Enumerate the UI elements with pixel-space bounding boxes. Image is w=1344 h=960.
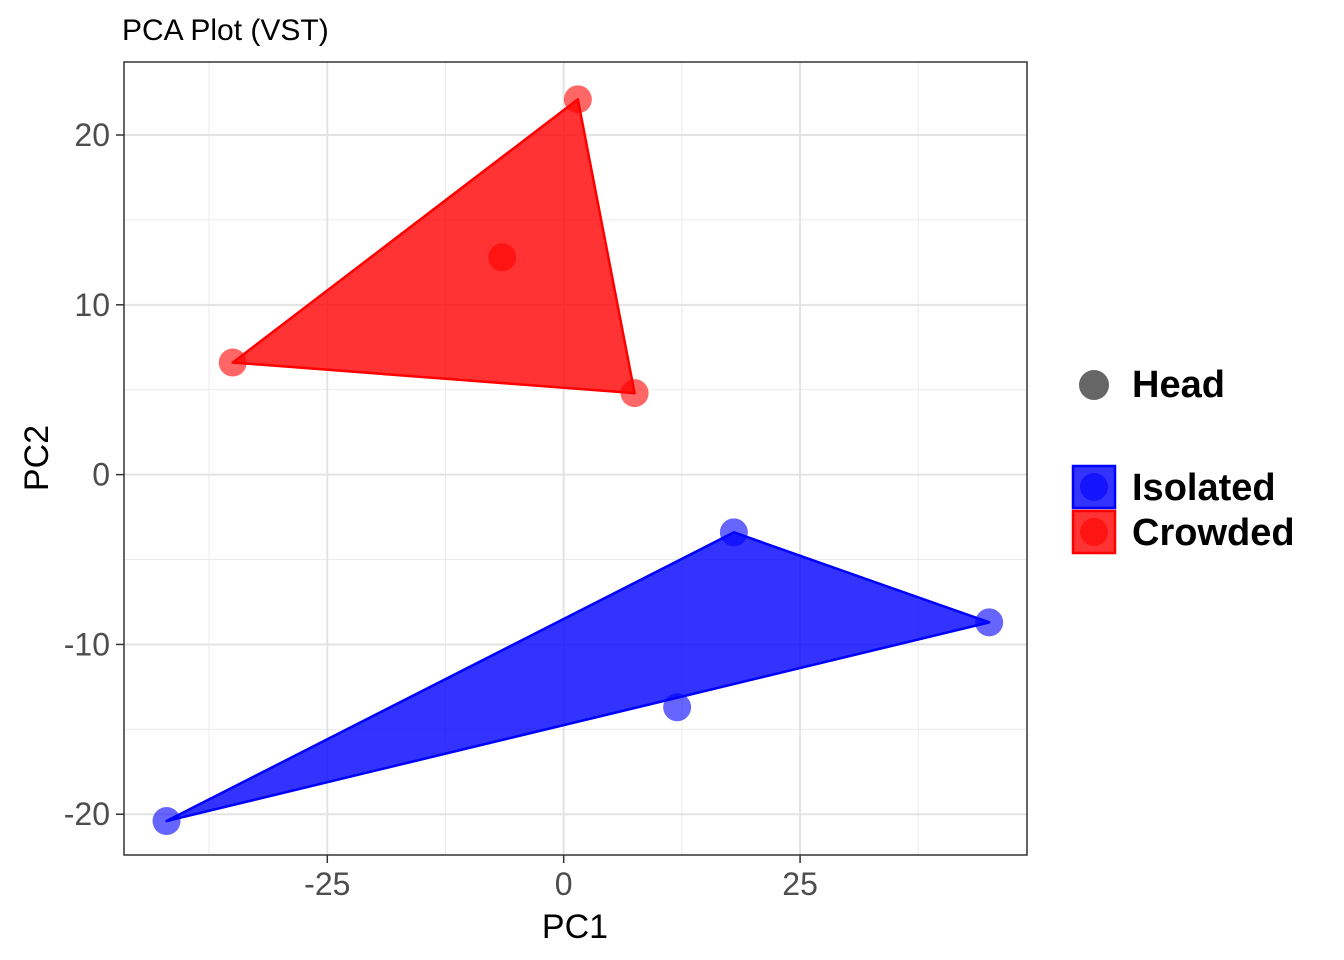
hull-isolated: [165, 531, 991, 823]
x-tick-label: 25: [782, 866, 818, 902]
x-tick-label: 0: [555, 866, 573, 902]
chart-title: PCA Plot (VST): [122, 14, 329, 47]
legend-shape-label: Head: [1132, 364, 1225, 406]
x-axis-label: PC1: [542, 908, 608, 946]
group-hulls: [165, 98, 991, 823]
legend-shape-key: [1079, 370, 1109, 400]
hull-crowded: [231, 98, 636, 395]
legend-point-isolated: [1080, 473, 1108, 501]
point-isolated: [719, 518, 748, 547]
point-crowded: [620, 379, 649, 408]
y-axis-ticks: -20 -10 0 10 20: [64, 117, 124, 832]
x-axis-ticks: -25 0 25: [304, 855, 818, 902]
legend-shape: Head: [1079, 364, 1225, 406]
point-crowded: [218, 348, 247, 377]
point-isolated: [975, 608, 1004, 637]
legend-item-crowded: Crowded: [1071, 509, 1295, 555]
y-tick-label: -20: [64, 796, 110, 832]
y-tick-label: 10: [74, 287, 110, 323]
point-isolated: [152, 807, 181, 836]
y-tick-label: -10: [64, 626, 110, 662]
legend-item-isolated: Isolated: [1071, 464, 1276, 510]
point-crowded: [563, 85, 592, 114]
x-tick-label: -25: [304, 866, 350, 902]
y-axis-label: PC2: [18, 425, 56, 491]
point-crowded: [488, 243, 517, 272]
data-points: [152, 85, 1004, 836]
point-isolated: [663, 693, 692, 722]
plot-border: [123, 61, 1028, 856]
legend-label-crowded: Crowded: [1132, 512, 1295, 554]
legend-point-crowded: [1080, 518, 1108, 546]
y-tick-label: 20: [74, 117, 110, 153]
legend-label-isolated: Isolated: [1132, 467, 1276, 509]
y-tick-label: 0: [92, 457, 110, 493]
